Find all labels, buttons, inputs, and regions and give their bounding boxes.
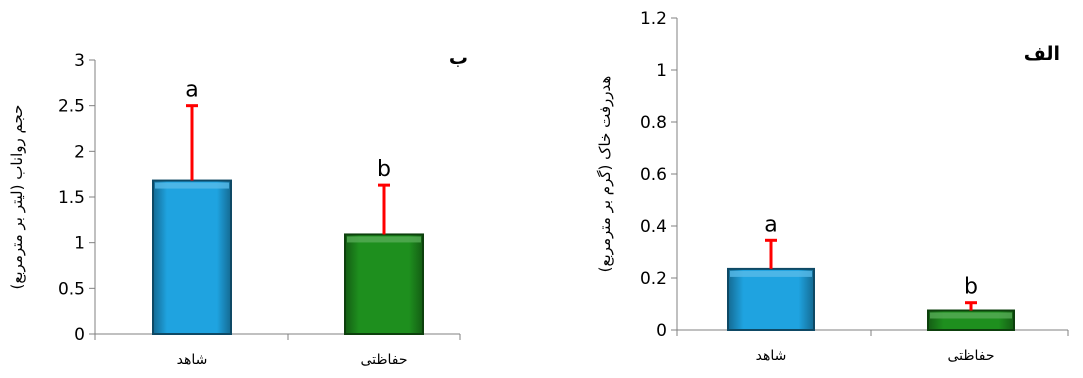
y-tick-label: 1: [656, 61, 667, 81]
category-label: شاهد: [177, 352, 208, 368]
bar-highlight: [730, 270, 812, 277]
significance-letter: b: [964, 275, 978, 300]
panel-label: ب: [449, 47, 468, 69]
bar-highlight: [155, 182, 229, 189]
y-tick-label: 0: [656, 321, 667, 341]
y-tick-label: 0: [74, 325, 85, 345]
y-tick-label: 0.6: [640, 165, 667, 185]
y-tick-label: 0.5: [58, 279, 85, 299]
category-label: شاهد: [756, 348, 787, 364]
bar-conservation: [344, 233, 424, 336]
bar-control: [727, 267, 815, 331]
significance-letter: b: [377, 157, 391, 182]
y-tick-label: 1.2: [640, 9, 667, 29]
category-label: حفاظتی: [947, 348, 994, 364]
y-axis-label: هدررفت خاک (گرم بر مترمربع): [596, 76, 614, 273]
y-tick-label: 0.2: [640, 269, 667, 289]
y-tick-label: 2: [74, 142, 85, 162]
category-label: حفاظتی: [360, 352, 407, 368]
bar-highlight: [347, 236, 421, 243]
panel-label: الف: [1024, 43, 1060, 65]
bar-highlight: [930, 312, 1012, 319]
y-tick-label: 0.4: [640, 217, 667, 237]
bar-control: [152, 179, 232, 335]
y-tick-label: 2.5: [58, 97, 85, 117]
y-tick-label: 1: [74, 234, 85, 254]
y-axis-label: حجم رواناب (لیتر بر مترمربع): [8, 105, 26, 290]
significance-letter: a: [764, 212, 777, 237]
significance-letter: a: [185, 78, 198, 103]
y-tick-label: 1.5: [58, 188, 85, 208]
y-tick-label: 0.8: [640, 113, 667, 133]
y-tick-label: 3: [74, 51, 85, 71]
